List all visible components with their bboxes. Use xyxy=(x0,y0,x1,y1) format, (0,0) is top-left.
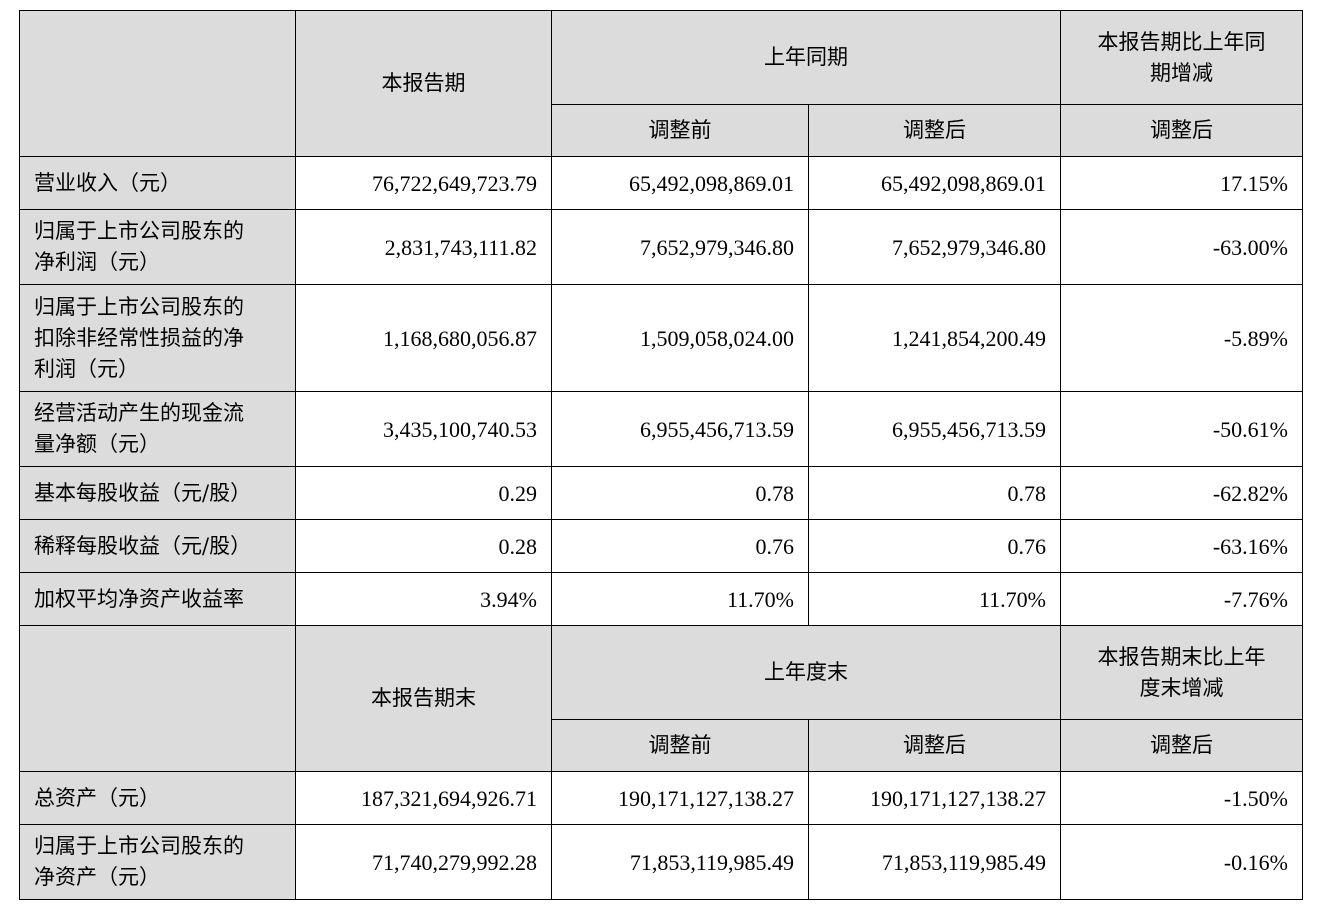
after-adjustment-value-cell: 1,241,854,200.49 xyxy=(808,284,1061,392)
before-adjustment-value-cell: 0.78 xyxy=(551,466,809,520)
before-adjustment-value-cell: 7,652,979,346.80 xyxy=(551,209,809,285)
before-adjustment-header: 调整前 xyxy=(551,719,809,772)
table-row: 稀释每股收益（元/股） 0.28 0.76 0.76 -63.16% xyxy=(19,519,1303,573)
table-row: 基本每股收益（元/股） 0.29 0.78 0.78 -62.82% xyxy=(19,466,1303,520)
table-row: 加权平均净资产收益率 3.94% 11.70% 11.70% -7.76% xyxy=(19,572,1303,626)
row-label-line: 归属于上市公司股东的 xyxy=(34,294,244,319)
before-adjustment-value-cell: 11.70% xyxy=(551,572,809,626)
change-adjusted-header: 调整后 xyxy=(1060,719,1303,772)
after-adjustment-value-cell: 0.78 xyxy=(808,466,1061,520)
row-label-line: 净利润（元） xyxy=(34,250,160,274)
row-label-line: 利润（元） xyxy=(34,356,139,381)
row-label-line: 扣除非经常性损益的净 xyxy=(34,325,244,350)
table-row: 归属于上市公司股东的 净资产（元） 71,740,279,992.28 71,853,… xyxy=(19,824,1303,900)
table-row: 总资产（元） 187,321,694,926.71 190,171,127,138.… xyxy=(19,771,1303,825)
corner-cell xyxy=(19,625,296,772)
prior-period-label: 上年同期 xyxy=(764,45,848,69)
row-label-line: 归属于上市公司股东的 xyxy=(34,834,244,858)
row-label-line: 加权平均净资产收益率 xyxy=(34,586,244,611)
change-percent-cell: -5.89% xyxy=(1060,284,1303,392)
after-adjustment-header: 调整后 xyxy=(808,104,1061,157)
header-row-top: 本报告期末 上年度末 本报告期末比上年 度末增减 xyxy=(19,625,1303,772)
change-percent-cell: -0.16% xyxy=(1060,824,1303,900)
current-value-cell: 0.28 xyxy=(295,519,552,573)
row-label-line: 基本每股收益（元/股） xyxy=(34,480,252,505)
before-adjustment-value-cell: 190,171,127,138.27 xyxy=(551,771,809,825)
row-label: 营业收入（元） xyxy=(19,156,296,210)
after-adjustment-value-cell: 11.70% xyxy=(808,572,1061,626)
after-adjustment-value-cell: 7,652,979,346.80 xyxy=(808,209,1061,285)
header-row-top: 本报告期 上年同期 本报告期比上年同 期增减 xyxy=(19,10,1303,157)
row-label: 总资产（元） xyxy=(19,771,296,825)
after-adjustment-value-cell: 71,853,119,985.49 xyxy=(808,824,1061,900)
current-value-cell: 1,168,680,056.87 xyxy=(295,284,552,392)
table-row: 归属于上市公司股东的 扣除非经常性损益的净 利润（元） 1,168,680,056.8… xyxy=(19,284,1303,392)
change-percent-cell: -63.00% xyxy=(1060,209,1303,285)
table-row: 经营活动产生的现金流 量净额（元） 3,435,100,740.53 6,955,45… xyxy=(19,391,1303,467)
row-label: 归属于上市公司股东的 净利润（元） xyxy=(19,209,296,285)
change-header: 本报告期比上年同 期增减 xyxy=(1060,10,1303,105)
change-percent-cell: 17.15% xyxy=(1060,156,1303,210)
prior-period-label: 上年度末 xyxy=(764,660,848,684)
change-header-line: 期增减 xyxy=(1150,60,1213,85)
change-header-line: 本报告期比上年同 xyxy=(1097,29,1266,54)
current-value-cell: 3.94% xyxy=(295,572,552,626)
before-adjustment-value-cell: 1,509,058,024.00 xyxy=(551,284,809,392)
change-header-line: 本报告期末比上年 xyxy=(1097,644,1266,669)
row-label-line: 净资产（元） xyxy=(34,865,160,889)
current-value-cell: 71,740,279,992.28 xyxy=(295,824,552,900)
row-label: 加权平均净资产收益率 xyxy=(19,572,296,626)
row-label: 归属于上市公司股东的 净资产（元） xyxy=(19,824,296,900)
change-adjusted-header: 调整后 xyxy=(1060,104,1303,157)
row-label: 基本每股收益（元/股） xyxy=(19,466,296,520)
current-value-cell: 76,722,649,723.79 xyxy=(295,156,552,210)
after-adjustment-value-cell: 190,171,127,138.27 xyxy=(808,771,1061,825)
header-row-sub: 调整前 调整后 调整后 xyxy=(20,104,1303,157)
change-percent-cell: -7.76% xyxy=(1060,572,1303,626)
row-label: 经营活动产生的现金流 量净额（元） xyxy=(19,391,296,467)
after-adjustment-value-cell: 0.76 xyxy=(808,519,1061,573)
row-label-line: 营业收入（元） xyxy=(34,170,181,195)
row-label: 归属于上市公司股东的 扣除非经常性损益的净 利润（元） xyxy=(19,284,296,392)
current-period-label: 本报告期末 xyxy=(371,686,476,710)
after-adjustment-header: 调整后 xyxy=(808,719,1061,772)
current-value-cell: 3,435,100,740.53 xyxy=(295,391,552,467)
after-adjustment-value-cell: 6,955,456,713.59 xyxy=(808,391,1061,467)
current-period-header: 本报告期末 xyxy=(295,625,552,772)
current-value-cell: 0.29 xyxy=(295,466,552,520)
change-percent-cell: -50.61% xyxy=(1060,391,1303,467)
change-percent-cell: -1.50% xyxy=(1060,771,1303,825)
row-label: 稀释每股收益（元/股） xyxy=(19,519,296,573)
before-adjustment-header: 调整前 xyxy=(551,104,809,157)
prior-period-group-header: 上年度末 xyxy=(551,625,1061,720)
current-period-label: 本报告期 xyxy=(381,71,466,95)
header-row-sub: 调整前 调整后 调整后 xyxy=(20,719,1303,772)
row-label-line: 总资产（元） xyxy=(34,785,160,810)
before-adjustment-value-cell: 6,955,456,713.59 xyxy=(551,391,809,467)
table-row: 营业收入（元） 76,722,649,723.79 65,492,098,869.0… xyxy=(19,156,1303,210)
change-header: 本报告期末比上年 度末增减 xyxy=(1060,625,1303,720)
table-body: 本报告期 上年同期 本报告期比上年同 期增减 调整前 调整后 调整后 营业收入（元） 76,72… xyxy=(19,10,1303,900)
row-label-line: 归属于上市公司股东的 xyxy=(34,219,244,243)
current-value-cell: 2,831,743,111.82 xyxy=(295,209,552,285)
change-percent-cell: -63.16% xyxy=(1060,519,1303,573)
table-row: 归属于上市公司股东的 净利润（元） 2,831,743,111.82 7,652,97… xyxy=(19,209,1303,285)
row-label-line: 量净额（元） xyxy=(34,432,160,456)
before-adjustment-value-cell: 0.76 xyxy=(551,519,809,573)
current-period-header: 本报告期 xyxy=(295,10,552,157)
current-value-cell: 187,321,694,926.71 xyxy=(295,771,552,825)
change-percent-cell: -62.82% xyxy=(1060,466,1303,520)
financial-data-table: 本报告期 上年同期 本报告期比上年同 期增减 调整前 调整后 调整后 营业收入（元） 76,72… xyxy=(19,10,1303,900)
before-adjustment-value-cell: 71,853,119,985.49 xyxy=(551,824,809,900)
row-label-line: 稀释每股收益（元/股） xyxy=(34,533,252,558)
corner-cell xyxy=(19,10,296,157)
row-label-line: 经营活动产生的现金流 xyxy=(34,401,244,425)
after-adjustment-value-cell: 65,492,098,869.01 xyxy=(808,156,1061,210)
change-header-line: 度末增减 xyxy=(1139,675,1224,700)
prior-period-group-header: 上年同期 xyxy=(551,10,1061,105)
before-adjustment-value-cell: 65,492,098,869.01 xyxy=(551,156,809,210)
